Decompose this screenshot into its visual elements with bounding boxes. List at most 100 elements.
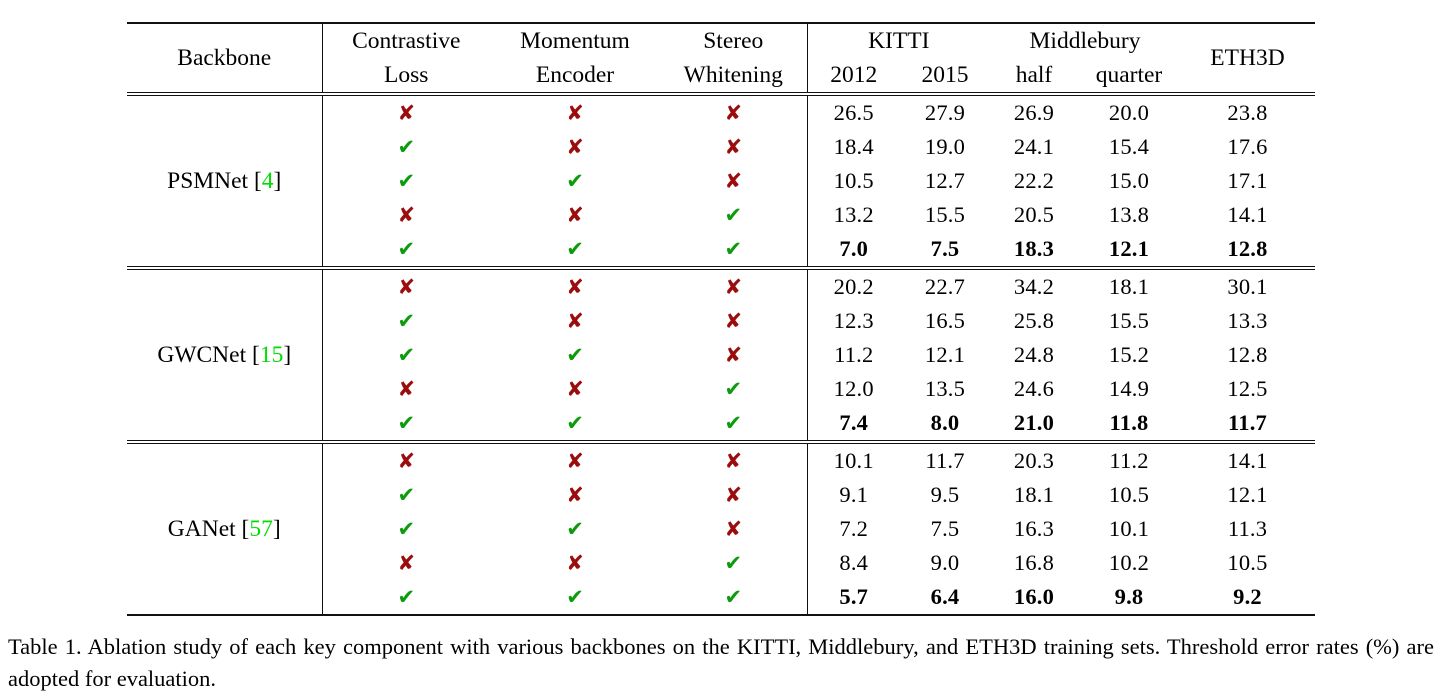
cross-icon: ✘ <box>724 309 743 333</box>
citation-close-bracket: ] <box>283 342 292 368</box>
check-icon: ✔ <box>566 411 584 435</box>
check-icon: ✔ <box>397 517 416 541</box>
header-stereo-whitening: Stereo Whitening <box>660 23 807 94</box>
header-kitti: KITTI <box>806 23 990 58</box>
flag-cell: ✔ <box>321 232 490 268</box>
metric-value: 6.4 <box>930 584 960 609</box>
metric-value: 16.5 <box>924 308 966 333</box>
header-contrastive-line2: Loss <box>384 62 429 88</box>
metric-value: 11.2 <box>1078 440 1180 478</box>
metric-value: 13.8 <box>1108 202 1150 227</box>
metric-value: 9.5 <box>930 482 960 507</box>
check-icon: ✔ <box>724 377 743 401</box>
flag-cell: ✘ <box>660 164 807 198</box>
header-momentum-line1: Momentum <box>520 28 630 54</box>
metric-value: 24.6 <box>1013 376 1055 401</box>
metric-value: 10.1 <box>1108 516 1150 541</box>
flag-cell: ✘ <box>660 130 807 164</box>
cross-icon: ✘ <box>397 449 416 473</box>
flag-cell: ✘ <box>490 372 660 406</box>
check-icon: ✔ <box>566 517 584 541</box>
metric-value: 18.1 <box>1078 266 1180 304</box>
metric-value: 24.1 <box>1013 134 1055 159</box>
flag-cell: ✘ <box>490 130 660 164</box>
table-row: ✘ ✘ ✔ 8.4 9.0 16.8 10.2 10.5 <box>127 546 1315 580</box>
metric-value: 9.1 <box>806 478 900 512</box>
flag-cell: ✘ <box>660 338 807 372</box>
flag-cell: ✘ <box>660 266 807 304</box>
flag-cell: ✘ <box>321 440 490 478</box>
flag-cell: ✔ <box>490 580 660 615</box>
metric-value: 11.3 <box>1227 516 1268 541</box>
metric-value: 7.5 <box>930 516 960 541</box>
header-momentum-line2: Encoder <box>535 62 615 88</box>
metric-value: 13.2 <box>806 198 900 232</box>
metric-value: 20.0 <box>1078 92 1180 130</box>
metric-value: 14.9 <box>1108 376 1150 401</box>
metric-value: 9.0 <box>930 550 960 575</box>
metric-value: 22.2 <box>1013 168 1055 193</box>
metric-value: 25.8 <box>1013 308 1055 333</box>
metric-value: 30.1 <box>1180 266 1315 304</box>
metric-value: 20.5 <box>1013 202 1055 227</box>
flag-cell: ✔ <box>321 512 490 546</box>
flag-cell: ✘ <box>490 478 660 512</box>
flag-cell: ✔ <box>660 580 807 615</box>
table-row: ✔ ✔ ✔ 5.7 6.4 16.0 9.8 9.2 <box>127 580 1315 615</box>
cross-icon: ✘ <box>724 135 743 159</box>
metric-value: 12.7 <box>924 168 966 193</box>
metric-value: 9.8 <box>1114 584 1144 609</box>
backbone-label: GWCNet [15] <box>127 266 322 442</box>
header-momentum-encoder: Momentum Encoder <box>490 23 660 94</box>
check-icon: ✔ <box>397 135 416 159</box>
header-middlebury-half: half <box>1015 62 1053 88</box>
flag-cell: ✘ <box>490 92 660 130</box>
metric-value: 18.3 <box>1013 236 1055 261</box>
metric-value: 10.2 <box>1108 550 1150 575</box>
cross-icon: ✘ <box>566 377 584 401</box>
metric-value: 26.5 <box>806 92 900 130</box>
metric-value: 5.7 <box>806 580 900 615</box>
cross-icon: ✘ <box>724 275 743 299</box>
metric-value: 17.1 <box>1227 168 1268 193</box>
metric-value: 12.3 <box>806 304 900 338</box>
header-backbone: Backbone <box>177 45 272 71</box>
table-row: ✔ ✔ ✘ 7.2 7.5 16.3 10.1 11.3 <box>127 512 1315 546</box>
metric-value: 15.4 <box>1108 134 1150 159</box>
metric-value: 26.9 <box>990 92 1078 130</box>
check-icon: ✔ <box>397 411 416 435</box>
cross-icon: ✘ <box>724 101 743 125</box>
backbone-name: PSMNet <box>167 168 254 194</box>
flag-cell: ✔ <box>321 304 490 338</box>
cross-icon: ✘ <box>566 101 584 125</box>
cross-icon: ✘ <box>724 449 743 473</box>
flag-cell: ✘ <box>490 266 660 304</box>
check-icon: ✔ <box>566 237 584 261</box>
metric-value: 11.7 <box>900 440 990 478</box>
metric-value: 19.0 <box>924 134 966 159</box>
metric-value: 13.5 <box>924 376 966 401</box>
check-icon: ✔ <box>397 483 416 507</box>
table-header: Backbone Contrastive Loss Momentum Encod… <box>127 23 1315 94</box>
flag-cell: ✔ <box>321 130 490 164</box>
flag-cell: ✔ <box>321 164 490 198</box>
flag-cell: ✔ <box>321 478 490 512</box>
citation-close-bracket: ] <box>273 168 282 194</box>
table-caption: Table 1. Ablation study of each key comp… <box>8 634 1434 691</box>
flag-cell: ✘ <box>660 440 807 478</box>
header-stereo-line2: Whitening <box>683 62 783 88</box>
metric-value: 12.5 <box>1227 376 1268 401</box>
metric-value: 12.0 <box>806 372 900 406</box>
metric-value: 11.7 <box>1228 410 1267 435</box>
table-row: ✔ ✘ ✘ 12.3 16.5 25.8 15.5 13.3 <box>127 304 1315 338</box>
table-row: ✔ ✔ ✘ 11.2 12.1 24.8 15.2 12.8 <box>127 338 1315 372</box>
metric-value: 18.4 <box>806 130 900 164</box>
flag-cell: ✘ <box>660 478 807 512</box>
citation-number: 4 <box>261 168 274 194</box>
metric-value: 8.4 <box>806 546 900 580</box>
metric-value: 7.5 <box>930 236 960 261</box>
table-row: ✔ ✔ ✔ 7.4 8.0 21.0 11.8 11.7 <box>127 406 1315 442</box>
flag-cell: ✘ <box>660 512 807 546</box>
metric-value: 23.8 <box>1180 92 1315 130</box>
